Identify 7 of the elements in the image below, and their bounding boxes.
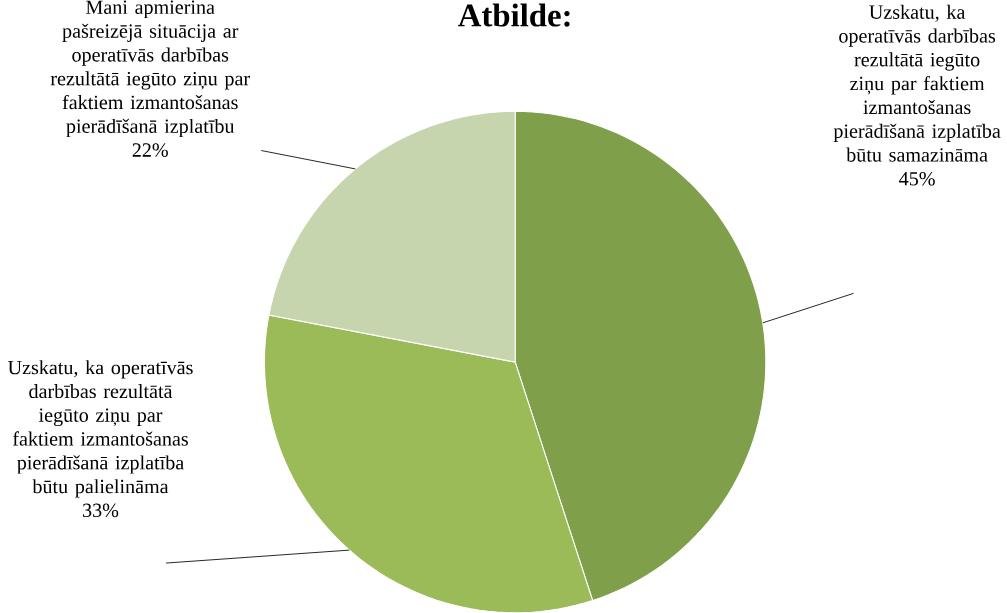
data-label: 45% (899, 171, 935, 186)
slice-label: Uzskatu, ka operatīvās darbības rezultātā iegūto ziņu par faktiem izmantošanas pierādīšanā izplatība būtu samazināma (833, 4, 1001, 162)
data-label: 22% (132, 143, 168, 157)
chart-title: Atbilde: (458, 3, 570, 27)
slice-label: Uzskatu, ka operatīvās darbības rezultātā iegūto ziņu par faktiem izmantošanas pierādīšanā izplatība būtu palielināma (7, 360, 193, 498)
slice-label: Mani apmierina pašreizējā situācija ar operatīvās darbības rezultātā iegūto ziņu par faktiem izmantošanas pierādīšanā izplatību (50, 0, 250, 137)
data-label: 33% (83, 503, 119, 518)
